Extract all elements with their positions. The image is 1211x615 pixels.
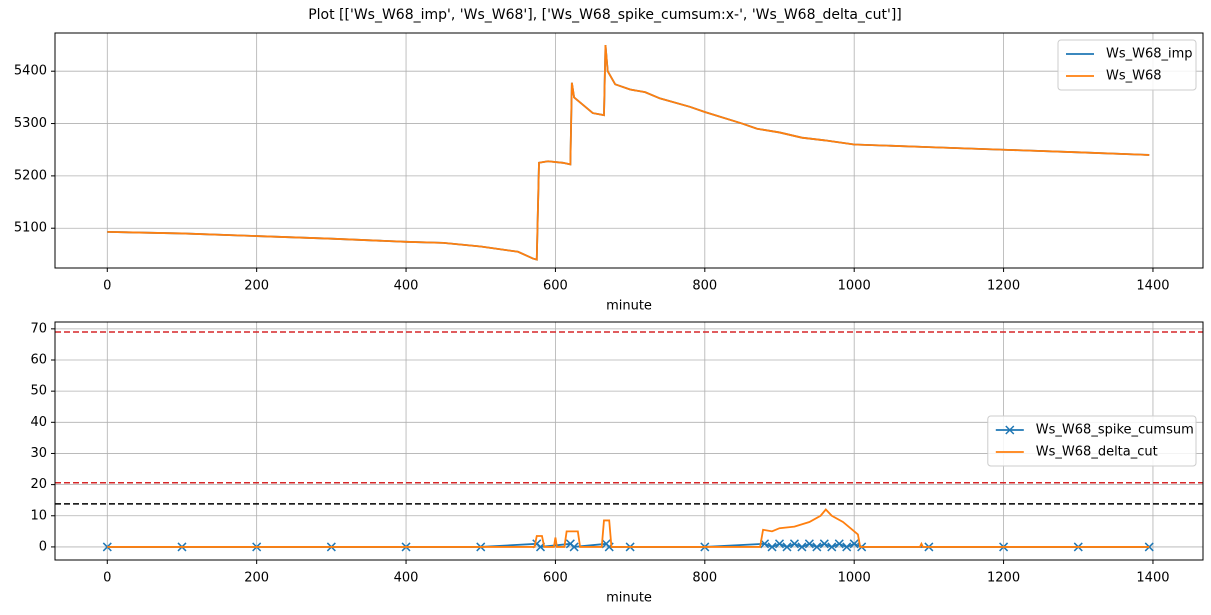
marker [774, 539, 785, 549]
marker [834, 539, 844, 549]
legend: Ws_W68_spike_cumsum Ws_W68_delta_cut [987, 415, 1197, 467]
x-tick-label: 1000 [838, 571, 871, 586]
x-tick-label: 200 [244, 279, 269, 294]
legend-label: Ws_W68_delta_cut [1036, 445, 1158, 460]
legend-marker [1005, 425, 1015, 435]
x-tick-label: 600 [543, 571, 568, 586]
subplot: 0 200 400 600 800 1000 1200 1400 0 10 20 30 40 50 60 70… [30, 321, 1204, 606]
legend: Ws_W68_imp Ws_W68 [1057, 39, 1197, 91]
series-line [107, 44, 1150, 261]
x-tick-label: 400 [394, 571, 419, 586]
x-axis-label: minute [606, 299, 652, 314]
plot-frame [54, 321, 1204, 561]
x-tick-label: 1400 [1136, 279, 1169, 294]
x-tick-label: 400 [394, 279, 419, 294]
plot-frame [54, 32, 1204, 269]
marker [842, 542, 852, 552]
x-axis-label: minute [606, 591, 652, 606]
y-tick-label: 5200 [14, 168, 47, 183]
y-tick-label: 50 [30, 384, 47, 399]
legend-box [1057, 39, 1197, 91]
series-line [107, 508, 1150, 548]
x-tick-label: 1400 [1136, 571, 1169, 586]
x-tick-label: 800 [692, 571, 717, 586]
x-tick-label: 0 [103, 279, 111, 294]
marker [767, 542, 777, 552]
y-tick-label: 60 [30, 353, 47, 368]
x-tick-label: 200 [244, 571, 269, 586]
y-tick-label: 70 [30, 321, 47, 336]
marker [789, 539, 799, 549]
y-tick-label: 5300 [14, 116, 47, 131]
x-tick-label: 1200 [987, 279, 1020, 294]
y-tick-label: 5400 [14, 64, 47, 79]
marker [827, 542, 837, 552]
marker [569, 542, 579, 552]
y-tick-label: 30 [30, 446, 47, 461]
x-tick-label: 1000 [838, 279, 871, 294]
y-tick-label: 5100 [14, 221, 47, 236]
marker [849, 539, 859, 549]
x-tick-label: 0 [103, 571, 111, 586]
legend-label: Ws_W68_spike_cumsum [1036, 423, 1194, 438]
x-tick-label: 1200 [987, 571, 1020, 586]
legend-box [987, 415, 1197, 467]
marker [812, 542, 822, 552]
y-tick-label: 40 [30, 415, 47, 430]
marker [797, 542, 807, 552]
y-tick-label: 0 [39, 539, 47, 554]
figure-title: Plot [['Ws_W68_imp', 'Ws_W68'], ['Ws_W68… [308, 7, 902, 23]
x-tick-label: 800 [692, 279, 717, 294]
marker [819, 539, 829, 549]
y-tick-label: 20 [30, 477, 47, 492]
subplot: 0 200 400 600 800 1000 1200 1400 5100 5200 5300 540… [14, 32, 1204, 314]
legend-label: Ws_W68 [1106, 69, 1162, 84]
legend-label: Ws_W68_imp [1106, 47, 1193, 62]
marker [804, 539, 814, 549]
marker [782, 542, 792, 552]
x-tick-label: 600 [543, 279, 568, 294]
y-tick-label: 10 [30, 508, 47, 523]
